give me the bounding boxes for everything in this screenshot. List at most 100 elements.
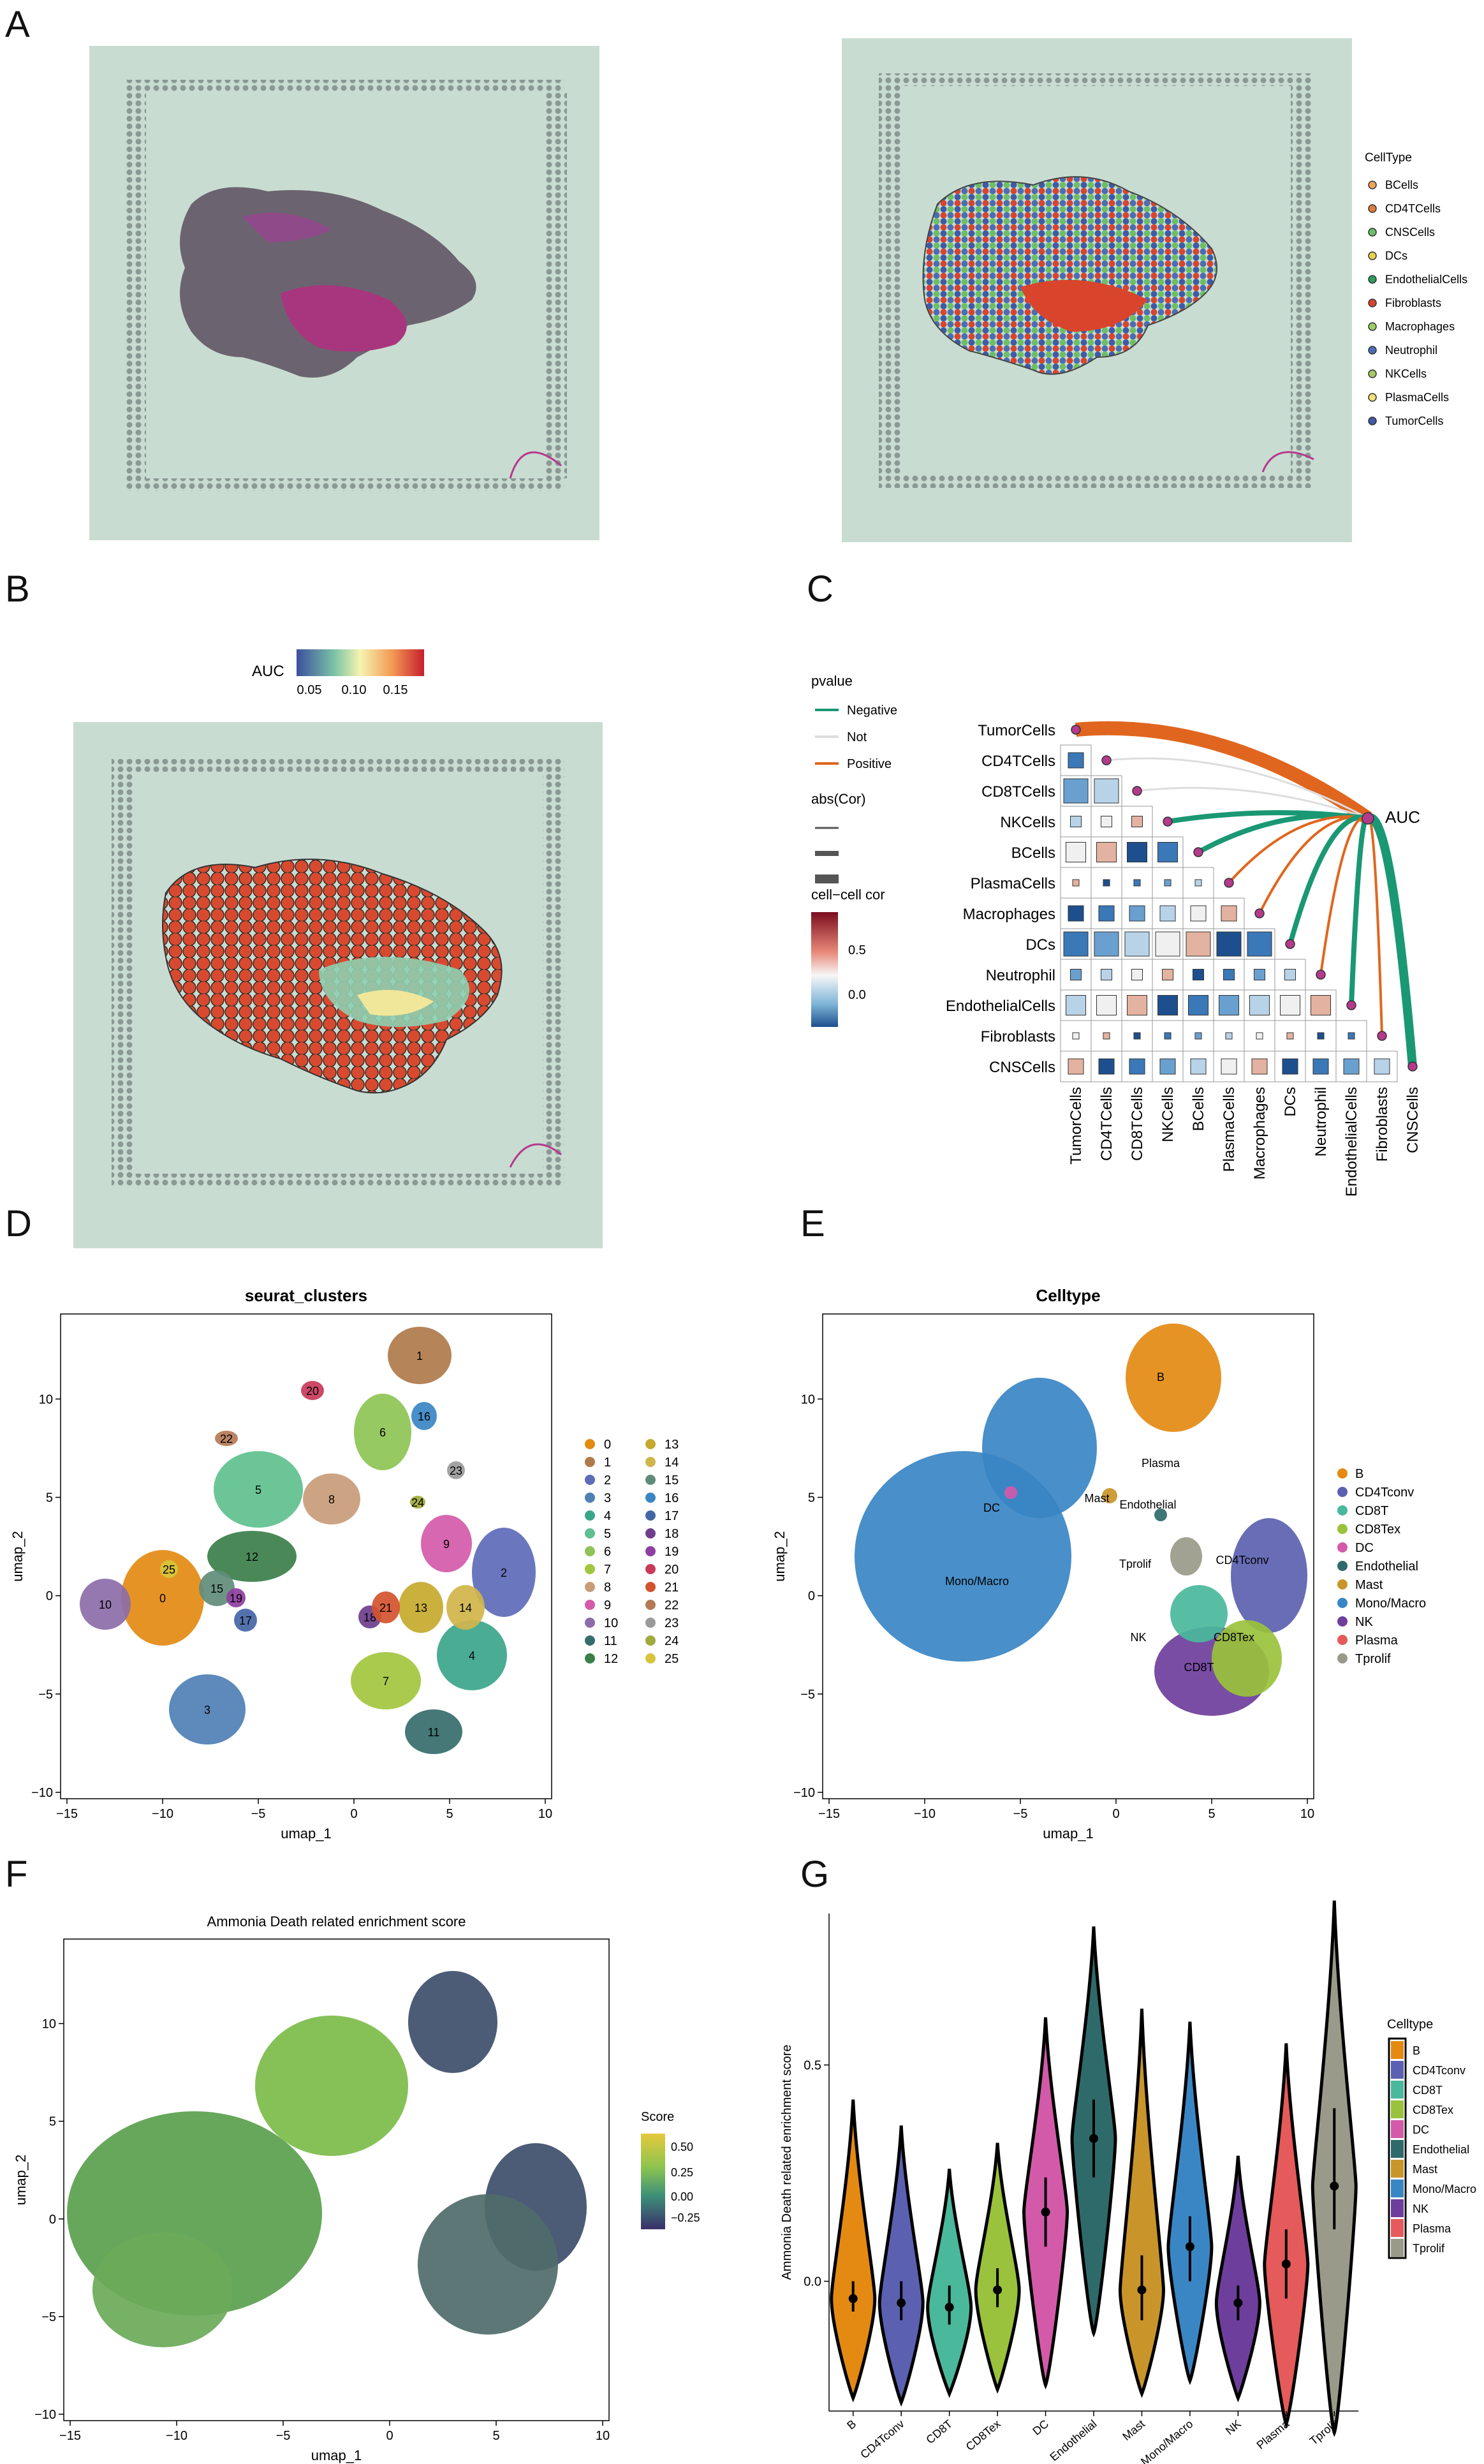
- matrix-row-label: Neutrophil: [986, 967, 1055, 984]
- cor-colorbar: [811, 912, 838, 1027]
- violin-legend-label: Mast: [1413, 2163, 1437, 2176]
- auc-link-curve: [1349, 815, 1370, 1006]
- violin-legend-label: Tprolif: [1413, 2242, 1445, 2255]
- cor-legend-title: cell−cell cor: [811, 887, 885, 903]
- cluster-label: 3: [204, 1704, 210, 1716]
- matrix-node: [1407, 1061, 1418, 1072]
- y-tick-label: −5: [38, 1688, 53, 1702]
- matrix-node: [1346, 1000, 1356, 1010]
- legend-label: Fibroblasts: [1385, 297, 1441, 309]
- x-tick-label: 10: [1300, 1807, 1314, 1821]
- matrix-square: [1155, 931, 1180, 957]
- matrix-square: [1282, 1058, 1298, 1075]
- cluster-legend-label: 6: [604, 1545, 611, 1559]
- plot-frame: [63, 1938, 610, 2421]
- violin-NK: [1214, 2155, 1261, 2403]
- cluster-legend-swatch: [585, 1439, 595, 1449]
- celltype-legend-swatch: [1337, 1653, 1348, 1664]
- cluster-legend-swatch: [645, 1457, 656, 1467]
- cluster-legend-swatch: [585, 1618, 595, 1628]
- matrix-square: [1127, 995, 1147, 1015]
- cluster-legend-label: 22: [665, 1598, 679, 1612]
- x-tick-label: B: [844, 2417, 858, 2432]
- matrix-square: [1096, 842, 1117, 862]
- cluster-legend-label: 15: [665, 1473, 679, 1487]
- cluster-legend-label: 23: [665, 1616, 679, 1630]
- cluster-legend-swatch: [585, 1510, 595, 1521]
- matrix-square: [1068, 905, 1084, 922]
- matrix-row-label: NKCells: [1000, 814, 1055, 831]
- matrix-square: [1317, 1032, 1325, 1040]
- matrix-square: [1254, 969, 1265, 980]
- cluster-legend-swatch: [585, 1493, 595, 1503]
- matrix-square: [1194, 1032, 1202, 1040]
- matrix-square: [1129, 905, 1145, 922]
- matrix-square: [1348, 1032, 1355, 1040]
- plot-title: Ammonia Death related enrichment score: [207, 1914, 466, 1929]
- score-legend-tick: 0.50: [671, 2141, 693, 2153]
- y-tick-label: −5: [41, 2310, 56, 2324]
- violin-CD8Tex: [974, 2143, 1021, 2394]
- cluster-label: 18: [364, 1611, 376, 1624]
- cluster-blob: [446, 1585, 485, 1630]
- legend-swatch: [1368, 275, 1377, 284]
- panel-a-he-slide: [89, 46, 599, 540]
- matrix-col-label: DCs: [1282, 1087, 1299, 1117]
- cluster-blob: [214, 1451, 303, 1528]
- x-tick-label: Plasma: [1254, 2417, 1293, 2452]
- legend-swatch: [1368, 204, 1377, 213]
- violin-legend-swatch: [1391, 2140, 1404, 2158]
- matrix-square: [1101, 816, 1112, 827]
- y-tick-label: −10: [31, 1786, 53, 1800]
- fiducial-frame-bottom: [124, 478, 564, 491]
- cluster-blob: [160, 1560, 178, 1578]
- matrix-square: [1219, 995, 1239, 1015]
- celltype-blob: [982, 1378, 1097, 1518]
- x-tick-label: −10: [166, 2429, 187, 2443]
- plot-frame: [822, 1313, 1314, 1799]
- umap-celltype: Celltype−15 −10 −5 0 5 101050−5−10umap_1umap_…: [772, 1286, 1426, 1841]
- matrix-row-label: CD8TCells: [981, 783, 1055, 800]
- score-blob: [408, 1971, 497, 2073]
- legend-swatch: [1368, 251, 1377, 260]
- cluster-label: 0: [159, 1592, 166, 1605]
- cluster-blob: [215, 1431, 238, 1446]
- cluster-legend-label: 11: [604, 1634, 617, 1648]
- x-tick-label: 0: [350, 1807, 357, 1821]
- matrix-square: [1162, 969, 1173, 980]
- x-tick-label: Endothelial: [1047, 2417, 1099, 2464]
- cluster-legend-swatch: [645, 1528, 656, 1538]
- fiducial-frame-left: [124, 92, 146, 478]
- cluster-blob: [80, 1579, 131, 1630]
- violin-CD8T: [926, 2168, 973, 2398]
- cluster-label: 1: [416, 1350, 423, 1362]
- cluster-blob: [226, 1588, 246, 1607]
- cluster-legend-swatch: [645, 1475, 656, 1485]
- cluster-legend-label: 16: [665, 1491, 679, 1505]
- matrix-node: [1254, 908, 1265, 918]
- score-legend-tick: 0.00: [671, 2190, 693, 2203]
- celltype-legend-swatch: [1337, 1524, 1348, 1534]
- violin-legend-label: CD8Tex: [1413, 2104, 1453, 2116]
- matrix-col-label: Fibroblasts: [1374, 1087, 1391, 1162]
- celltype-blob: [1170, 1537, 1202, 1575]
- violin-median: [1330, 2181, 1339, 2191]
- celltype-legend-swatch: [1337, 1616, 1348, 1627]
- matrix-row-label: EndothelialCells: [946, 998, 1055, 1015]
- celltype-legend-label: Endothelial: [1355, 1560, 1418, 1574]
- x-tick-label: CD8T: [923, 2417, 955, 2447]
- celltype-legend-label: DC: [1355, 1541, 1374, 1555]
- legend-swatch: [1368, 417, 1377, 425]
- cluster-label: 7: [383, 1675, 389, 1688]
- legend-label: Macrophages: [1385, 320, 1455, 333]
- x-tick-label: 10: [538, 1807, 552, 1821]
- umap-seurat-clusters: seurat_clusters−15 −10 −5 0 5 101050−5−10umap…: [10, 1286, 679, 1841]
- matrix-square: [1129, 1058, 1145, 1075]
- auc-colorbar: [297, 649, 424, 676]
- matrix-node: [1193, 847, 1203, 857]
- matrix-square: [1374, 1058, 1390, 1075]
- x-tick-label: 5: [492, 2429, 499, 2443]
- celltype-legend-label: Mono/Macro: [1355, 1597, 1426, 1611]
- cluster-legend-label: 17: [665, 1509, 679, 1523]
- matrix-square: [1124, 931, 1150, 957]
